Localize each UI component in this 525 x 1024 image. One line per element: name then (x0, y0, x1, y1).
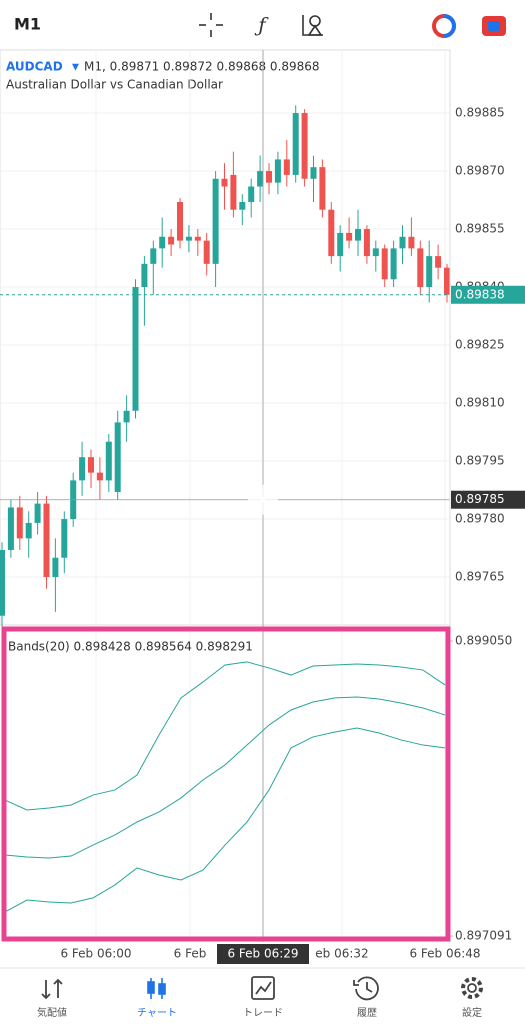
candle-body (310, 167, 317, 179)
candle-body (381, 248, 388, 280)
highlight-box (1, 626, 451, 942)
candle-body (319, 167, 326, 210)
candle-body (417, 248, 424, 288)
y-tick-label: 0.899050 (455, 634, 512, 648)
trade-tab-icon[interactable] (251, 976, 275, 1000)
crosshair-time: 6 Feb 06:29 (227, 947, 298, 961)
candle-body (435, 256, 442, 268)
candle-body (141, 263, 148, 288)
band-line (4, 727, 446, 913)
candle-body (123, 410, 130, 423)
candle-body (159, 236, 166, 249)
candle-body (346, 232, 353, 241)
candle-body (203, 240, 210, 264)
candle-body (0, 549, 5, 616)
time-label: 6 Feb (174, 947, 207, 961)
history-icon[interactable] (353, 976, 379, 1001)
candle-body (88, 457, 94, 473)
candle-body (61, 519, 68, 558)
crosshair-tool[interactable] (199, 13, 223, 37)
candle-body (337, 232, 344, 257)
nav-label[interactable]: 履歴 (357, 1007, 377, 1019)
symbol[interactable]: AUDCAD (6, 60, 63, 74)
y-tick-label: 0.89765 (455, 570, 505, 584)
account-icon[interactable] (432, 14, 456, 38)
objects-tool[interactable] (302, 15, 323, 36)
candle-body (105, 441, 112, 481)
candle-body (274, 159, 281, 183)
candle-body (408, 236, 415, 249)
y-tick-label: 0.897091 (455, 929, 512, 943)
time-label: 6 Feb 06:00 (60, 947, 131, 961)
bands-label: Bands(20) 0.898428 0.898564 0.898291 (8, 640, 253, 654)
candle-body (355, 229, 361, 241)
ohlc-line: M1, 0.89871 0.89872 0.89868 0.89868 (84, 60, 320, 74)
y-tick-label: 0.89825 (455, 338, 505, 352)
y-tick-label: 0.89780 (455, 512, 505, 526)
candle-body (34, 503, 41, 523)
candle-body (301, 113, 308, 179)
time-label: eb 06:32 (315, 947, 368, 961)
candle-body (185, 236, 192, 241)
candle-body (194, 236, 201, 241)
candle-body (444, 267, 450, 295)
candle-body (266, 171, 272, 183)
candle-body (230, 174, 237, 210)
y-tick-label: 0.89810 (455, 396, 505, 410)
candle-body (150, 248, 157, 264)
indicators-tool[interactable]: ƒ (254, 13, 269, 37)
candle-body (212, 178, 219, 264)
time-label: 6 Feb 06:48 (409, 947, 480, 961)
candle-body (7, 507, 14, 550)
candle-body (79, 457, 86, 481)
timeframe[interactable]: M1 (14, 15, 41, 34)
nav-label[interactable]: 設定 (462, 1006, 482, 1019)
symbol-dropdown[interactable]: ▼ (72, 63, 79, 73)
candle-body (328, 209, 335, 257)
candle-body (132, 287, 139, 411)
candle-body (177, 201, 183, 241)
candle-body (390, 248, 397, 280)
crosshair-price-box (451, 490, 525, 509)
candle-body (257, 171, 264, 187)
nav-label[interactable]: 気配値 (37, 1006, 67, 1019)
candle-body (168, 236, 175, 245)
symbol-description: Australian Dollar vs Canadian Dollar (6, 78, 223, 92)
candle-body (363, 229, 370, 257)
candle-body (114, 422, 121, 492)
candle-body (52, 557, 59, 578)
candle-body (43, 503, 50, 578)
candle-body (399, 236, 406, 249)
crosshair-center (260, 484, 266, 515)
candle-body (239, 201, 246, 210)
candle-body (221, 178, 228, 187)
y-tick-label: 0.89870 (455, 164, 505, 178)
settings-icon[interactable] (461, 977, 483, 999)
main-chart: 0.898850.898700.898550.898400.898250.898… (0, 50, 525, 942)
candle-body (283, 159, 290, 175)
quotes-icon[interactable] (41, 978, 63, 1000)
chart-icon[interactable] (147, 978, 166, 999)
candle-body (426, 256, 433, 288)
nav-label[interactable]: トレード (243, 1008, 283, 1019)
y-tick-label: 0.89855 (455, 222, 505, 236)
current-price-label: 0.89838 (455, 287, 505, 301)
nav-label[interactable]: チャート (137, 1007, 177, 1019)
candle-body (96, 472, 103, 481)
crosshair-price-label: 0.89785 (455, 492, 505, 506)
candle-body (25, 522, 32, 539)
candle-body (16, 507, 23, 539)
band-line (4, 661, 446, 811)
candle-body (292, 113, 299, 175)
trade-icon[interactable] (482, 16, 506, 36)
crosshair-time-box (217, 944, 309, 964)
candle-body (248, 186, 255, 202)
y-tick-label: 0.89885 (455, 106, 505, 120)
y-tick-label: 0.89795 (455, 454, 505, 468)
candle-body (372, 248, 379, 257)
band-line (4, 696, 446, 859)
current-price-box (451, 285, 525, 304)
